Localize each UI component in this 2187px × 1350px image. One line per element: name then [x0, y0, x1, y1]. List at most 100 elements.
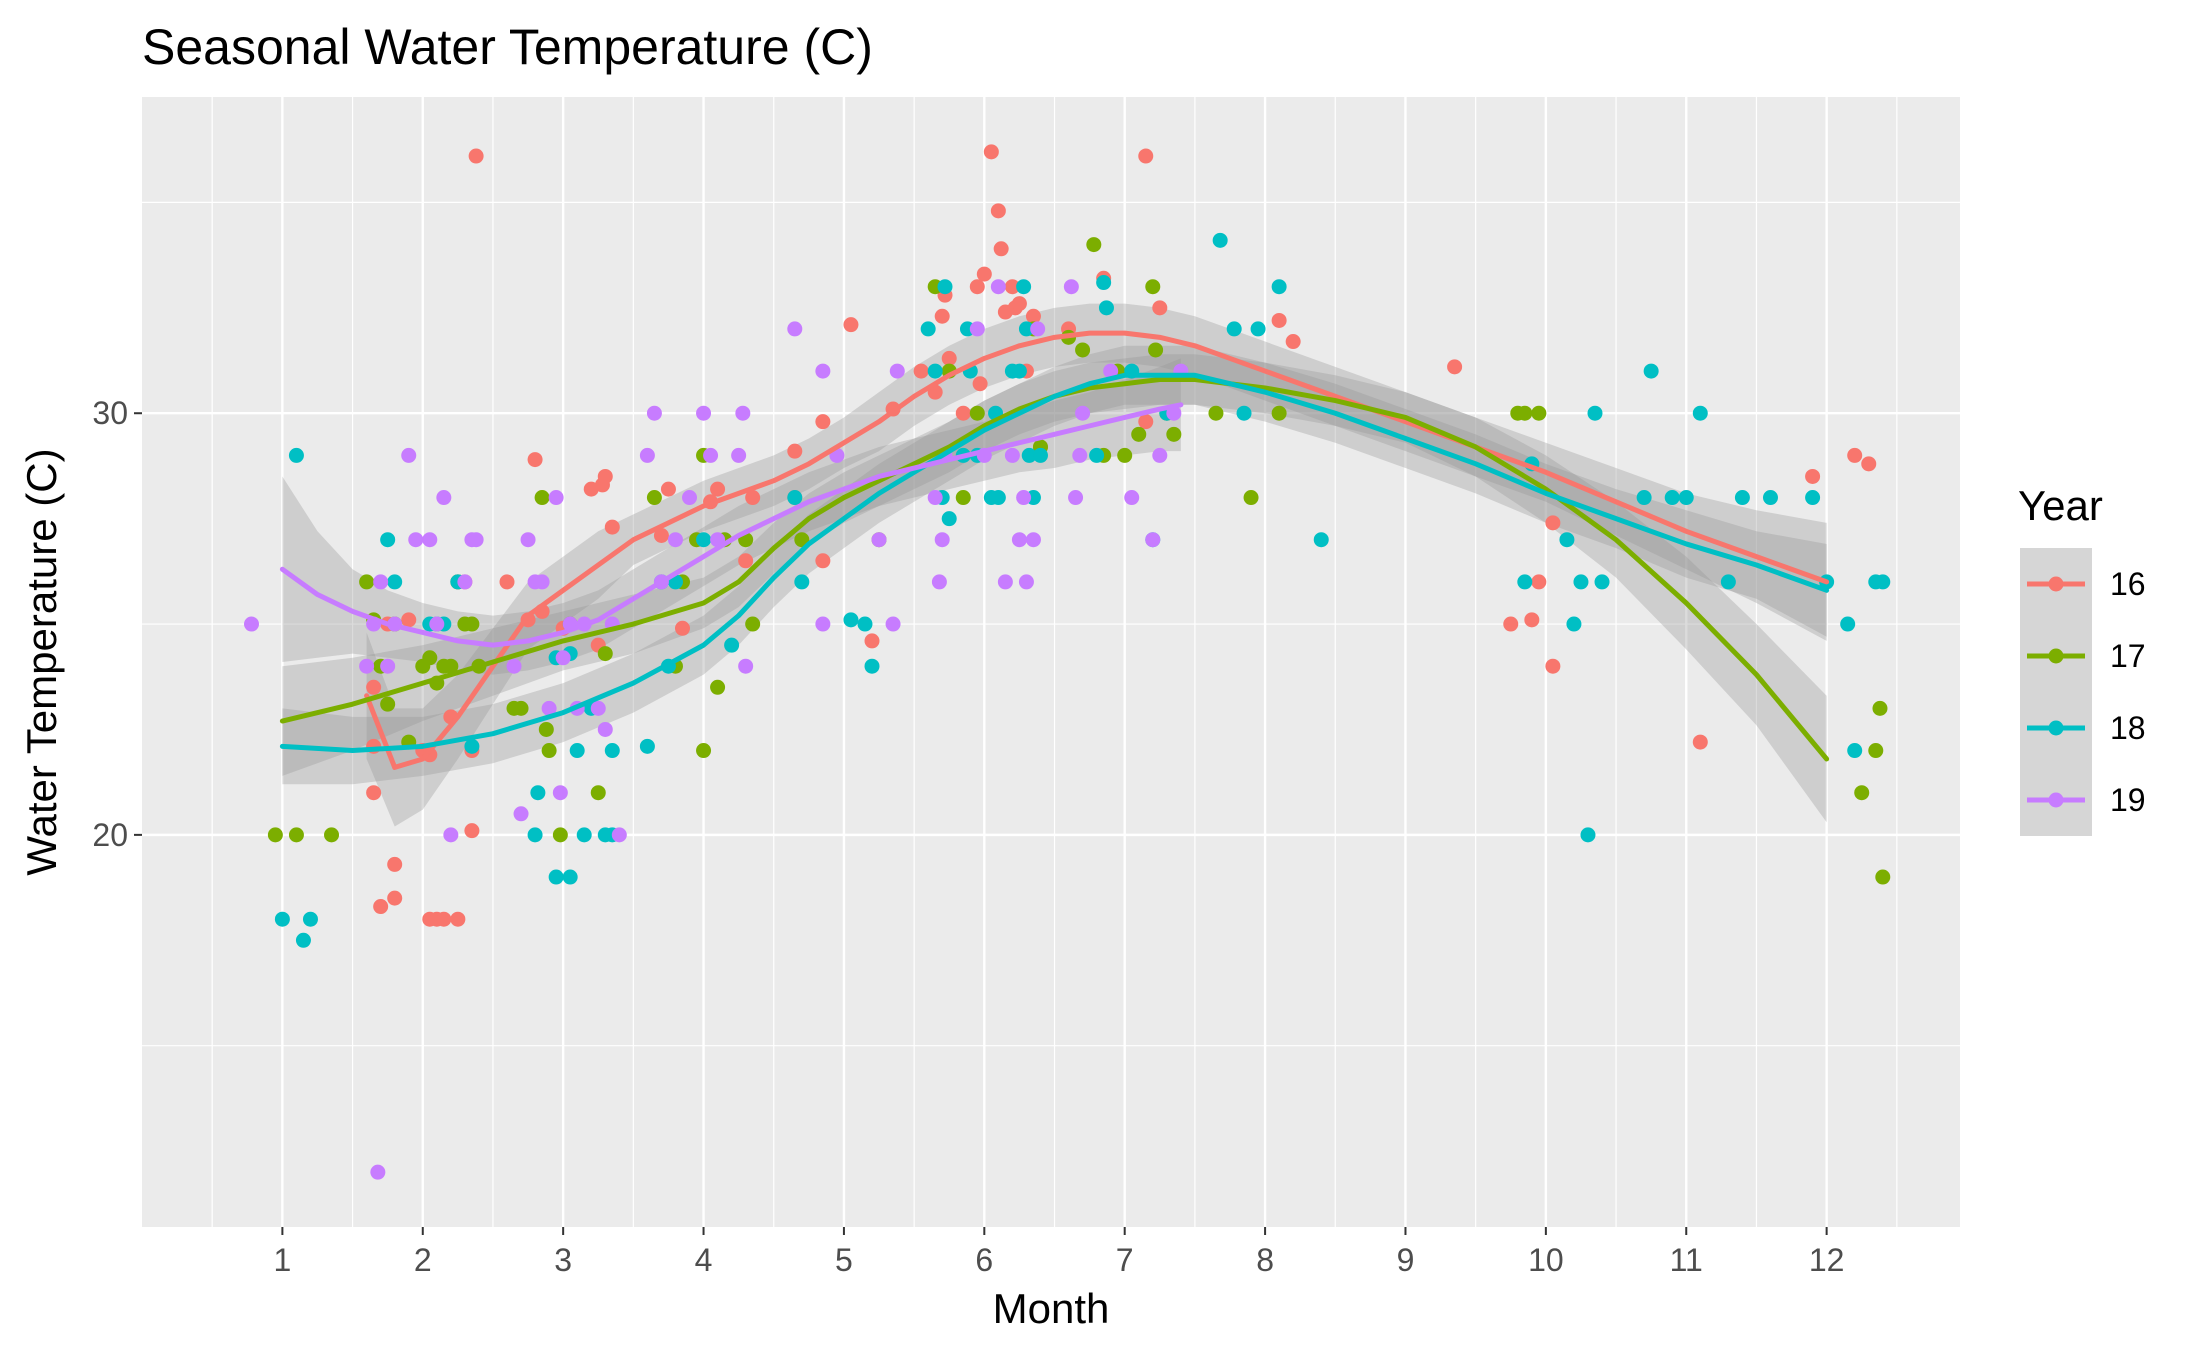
data-point-19 — [534, 574, 550, 590]
data-point-17 — [590, 785, 606, 801]
data-point-19 — [555, 650, 571, 666]
data-point-19 — [1075, 405, 1091, 421]
data-point-18 — [1678, 490, 1694, 506]
data-point-16 — [969, 279, 985, 295]
data-point-19 — [541, 700, 557, 716]
data-point-18 — [464, 738, 480, 754]
data-point-18 — [1032, 447, 1048, 463]
data-point-17 — [288, 827, 304, 843]
data-point-16 — [653, 528, 669, 544]
data-point-19 — [1124, 490, 1140, 506]
data-point-17 — [541, 743, 557, 759]
legend-item-18: 18 — [2020, 692, 2146, 764]
data-point-19 — [359, 658, 375, 674]
data-point-16 — [450, 911, 466, 927]
data-point-16 — [527, 452, 543, 468]
legend-key-point — [2048, 720, 2064, 736]
confidence-ribbon-16 — [366, 303, 1827, 827]
data-point-18 — [990, 490, 1006, 506]
data-point-17 — [1131, 426, 1147, 442]
data-point-19 — [597, 721, 613, 737]
data-point-17 — [324, 827, 340, 843]
data-point-16 — [1503, 616, 1519, 632]
data-point-18 — [604, 743, 620, 759]
data-point-19 — [408, 532, 424, 548]
x-tick-label: 2 — [414, 1242, 432, 1278]
y-tick-label: 20 — [92, 817, 128, 853]
data-point-16 — [499, 574, 515, 590]
confidence-ribbon-19 — [282, 358, 1181, 675]
data-point-19 — [1030, 321, 1046, 337]
data-point-17 — [538, 721, 554, 737]
data-point-18 — [1734, 490, 1750, 506]
data-point-16 — [604, 519, 620, 535]
data-point-18 — [1021, 447, 1037, 463]
data-point-18 — [1573, 574, 1589, 590]
legend-item-17: 17 — [2020, 620, 2146, 692]
data-point-17 — [1117, 447, 1133, 463]
data-point-16 — [710, 481, 726, 497]
data-point-19 — [401, 447, 417, 463]
data-point-16 — [1524, 612, 1540, 628]
data-point-16 — [955, 405, 971, 421]
data-point-18 — [1096, 275, 1112, 291]
data-point-18 — [1594, 574, 1610, 590]
data-point-19 — [787, 321, 803, 337]
data-point-18 — [937, 279, 953, 295]
data-point-19 — [436, 490, 452, 506]
data-point-18 — [1692, 405, 1708, 421]
data-point-19 — [997, 574, 1013, 590]
data-point-17 — [696, 743, 712, 759]
data-point-19 — [1016, 490, 1032, 506]
data-point-19 — [871, 532, 887, 548]
data-point-19 — [1018, 574, 1034, 590]
data-point-18 — [562, 869, 578, 885]
x-tick-label: 6 — [975, 1242, 993, 1278]
y-axis-title: Water Temperature (C) — [18, 448, 65, 875]
data-point-18 — [380, 532, 396, 548]
x-tick-label: 5 — [835, 1242, 853, 1278]
data-point-17 — [513, 700, 529, 716]
data-point-19 — [735, 405, 751, 421]
data-point-17 — [422, 650, 438, 666]
data-point-18 — [1805, 490, 1821, 506]
smooth-line-17 — [279, 377, 1830, 762]
data-point-16 — [1285, 334, 1301, 350]
data-point-16 — [387, 856, 403, 872]
data-point-19 — [611, 827, 627, 843]
data-point-18 — [843, 612, 859, 628]
data-point-19 — [696, 405, 712, 421]
data-point-18 — [1313, 532, 1329, 548]
data-point-19 — [639, 447, 655, 463]
data-point-16 — [976, 266, 992, 282]
data-point-19 — [1004, 447, 1020, 463]
data-point-17 — [1145, 279, 1161, 295]
legend-label: 17 — [2110, 638, 2146, 674]
data-point-18 — [639, 738, 655, 754]
data-point-16 — [990, 203, 1006, 219]
data-point-19 — [1145, 532, 1161, 548]
data-point-19 — [934, 532, 950, 548]
data-point-19 — [815, 363, 831, 379]
data-point-19 — [429, 616, 445, 632]
legend-title: Year — [2018, 482, 2103, 529]
data-point-18 — [864, 658, 880, 674]
data-point-17 — [1872, 700, 1888, 716]
data-point-19 — [738, 658, 754, 674]
data-point-19 — [815, 616, 831, 632]
data-point-16 — [983, 144, 999, 160]
data-point-16 — [913, 363, 929, 379]
data-point-16 — [1152, 300, 1168, 316]
major-gridlines — [142, 97, 1960, 1227]
data-point-19 — [513, 806, 529, 822]
data-point-16 — [815, 414, 831, 430]
data-point-18 — [1236, 405, 1252, 421]
data-point-18 — [295, 932, 311, 948]
data-point-18 — [1762, 490, 1778, 506]
data-point-18 — [387, 574, 403, 590]
data-point-16 — [387, 890, 403, 906]
smooth-lines — [279, 330, 1830, 770]
data-point-19 — [1103, 363, 1119, 379]
